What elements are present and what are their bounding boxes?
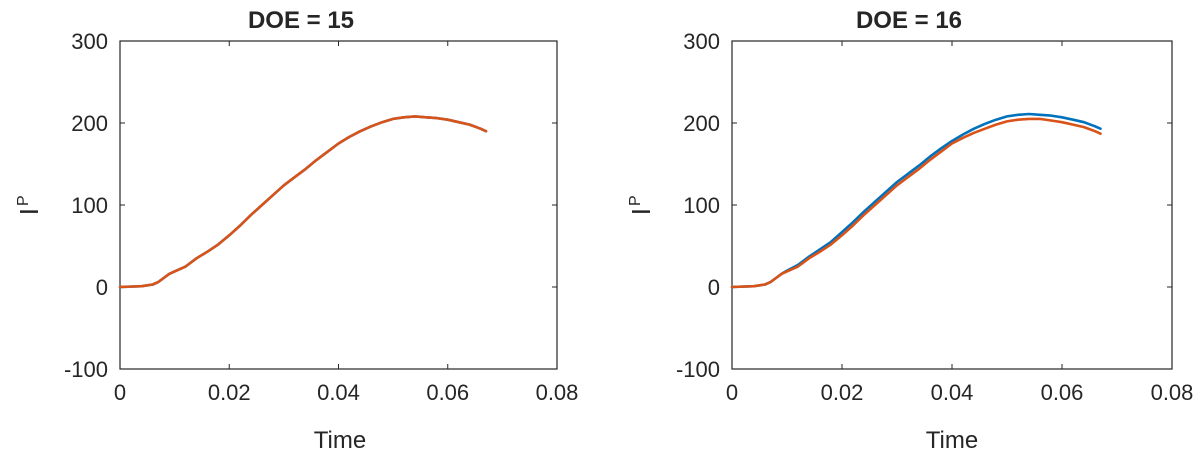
axes-box [119, 40, 558, 370]
y-tick-label: 0 [96, 275, 108, 300]
y-tick-label: -100 [676, 357, 720, 382]
y-axis-label-main: I [626, 208, 656, 215]
y-tick-label: -100 [64, 357, 108, 382]
y-tick-label: 100 [71, 193, 108, 218]
chart-panel-doe-15: DOE = 15 0 0.02 0.04 0.06 0.08-1000100200300… [14, 7, 578, 454]
chart-panel-doe-16: DOE = 16 0 0.02 0.04 0.06 0.08-1000100200300… [626, 7, 1193, 454]
y-tick-label: 0 [708, 275, 720, 300]
y-tick-label: 100 [683, 193, 720, 218]
y-tick-label: 300 [71, 29, 108, 54]
chart-title: DOE = 15 [248, 7, 354, 34]
y-tick-label: 200 [71, 111, 108, 136]
x-tick-label: 0.06 [1041, 380, 1084, 405]
y-axis-label-main: I [14, 208, 44, 215]
series-line-2 [730, 117, 1102, 289]
x-tick-label: 0 [114, 380, 126, 405]
x-tick-label: 0.08 [1151, 380, 1194, 405]
x-tick-label: 0.02 [821, 380, 864, 405]
x-axis-label: Time [926, 427, 978, 454]
y-tick-label: 300 [683, 29, 720, 54]
y-axis-label: I P [14, 195, 44, 215]
x-tick-label: 0 [726, 380, 738, 405]
axes-box [731, 40, 1173, 370]
y-axis-label-superscript: P [15, 195, 32, 206]
x-axis-label: Time [314, 427, 366, 454]
x-tick-label: 0.08 [536, 380, 579, 405]
x-tick-label: 0.02 [208, 380, 251, 405]
y-tick-label: 200 [683, 111, 720, 136]
x-tick-label: 0.04 [317, 380, 360, 405]
y-axis-label: I P [626, 195, 656, 215]
y-axis-label-superscript: P [627, 195, 644, 206]
series-line-2 [118, 115, 488, 289]
x-tick-label: 0.04 [931, 380, 974, 405]
chart-title: DOE = 16 [856, 7, 962, 34]
x-tick-label: 0.06 [426, 380, 469, 405]
